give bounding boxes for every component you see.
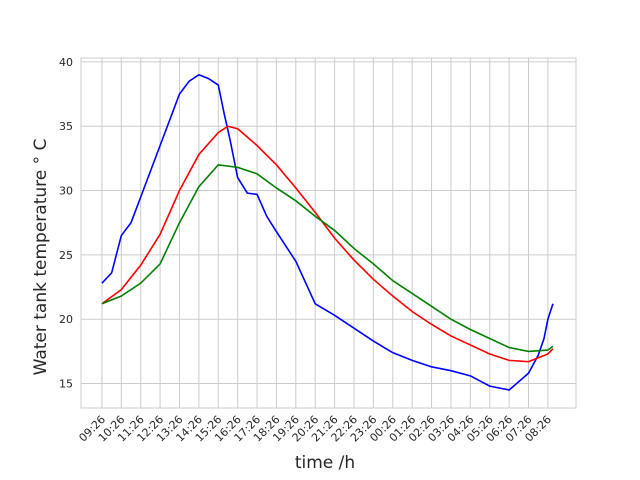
- y-tick-label: 40: [59, 56, 73, 69]
- y-tick-label: 20: [59, 313, 73, 326]
- plot-frame: [80, 57, 577, 409]
- y-tick-label: 25: [59, 249, 73, 262]
- data-line: [101, 163, 554, 353]
- data-line: [101, 73, 554, 391]
- y-tick-label: 15: [59, 378, 73, 391]
- x-axis-label: time /h: [295, 453, 355, 473]
- y-axis-label: Water tank temperature ° C: [31, 139, 51, 376]
- y-tick-label: 30: [59, 185, 73, 198]
- y-tick-label: 35: [59, 120, 73, 133]
- data-line: [101, 125, 554, 363]
